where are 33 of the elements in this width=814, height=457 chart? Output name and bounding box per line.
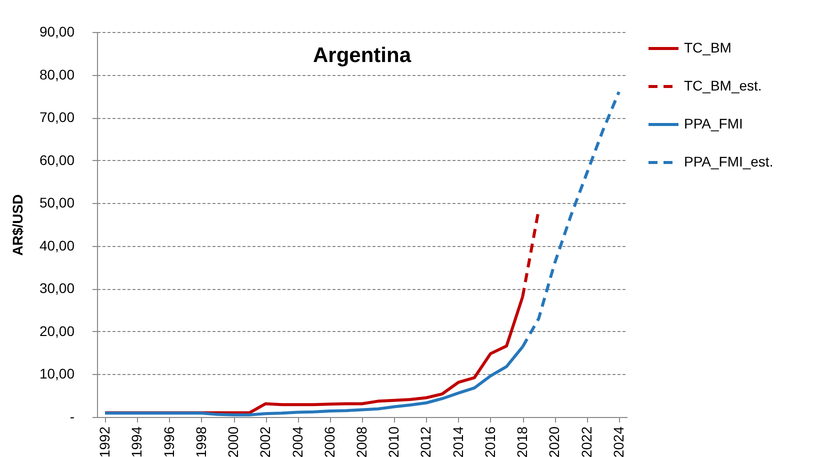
x-tick-label: 2012	[418, 426, 434, 457]
x-tick-label: 2020	[546, 426, 562, 457]
x-tick-label: 2024	[610, 426, 626, 457]
x-tick-label: 1998	[192, 426, 209, 457]
x-tick-label: 1994	[128, 426, 145, 457]
x-tick-label: 2014	[450, 426, 466, 457]
y-tick-label: 30,00	[39, 280, 75, 296]
x-tick-label: 2002	[257, 426, 274, 457]
x-tick-label: 2016	[482, 426, 498, 457]
y-tick-label: 20,00	[39, 322, 75, 339]
legend-label: PPA_FMI	[684, 116, 743, 132]
x-tick-label: 1996	[160, 426, 177, 457]
legend-label: TC_BM_est.	[684, 78, 762, 94]
x-tick-label: 1992	[96, 426, 113, 457]
y-tick-label: 40,00	[39, 237, 75, 254]
x-tick-label: 2004	[289, 426, 306, 457]
x-tick-label: 2010	[386, 426, 402, 457]
x-tick-label: 2000	[225, 426, 242, 457]
y-tick-label: 80,00	[39, 66, 75, 82]
text: Argentina	[312, 44, 412, 67]
y-tick-label: -	[70, 408, 75, 424]
x-tick-label: 2006	[321, 426, 338, 457]
y-tick-label: 60,00	[39, 152, 75, 168]
x-tick-label: 2022	[578, 426, 594, 457]
y-tick-label: 70,00	[39, 109, 75, 126]
y-tick-label: 50,00	[39, 194, 75, 211]
legend-label: TC_BM	[684, 40, 732, 56]
x-tick-label: 2008	[354, 426, 370, 457]
y-tick-label: 10,00	[39, 366, 75, 382]
legend-label: PPA_FMI_est.	[684, 154, 774, 170]
y-axis-title: AR$/USD	[9, 194, 26, 256]
x-tick-label: 2018	[514, 426, 530, 457]
y-tick-label: 90,00	[39, 24, 75, 40]
